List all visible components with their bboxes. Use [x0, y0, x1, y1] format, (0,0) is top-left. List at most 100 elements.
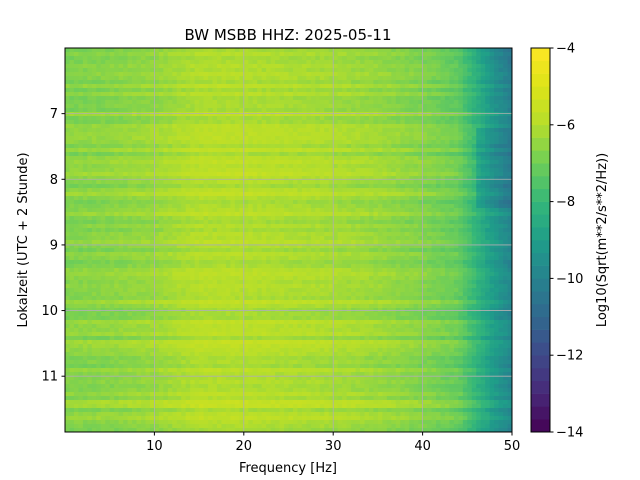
heatmap-cell	[355, 228, 361, 233]
heatmap-cell	[136, 156, 142, 161]
heatmap-cell	[440, 64, 446, 69]
heatmap-cell	[140, 212, 146, 217]
heatmap-cell	[225, 152, 231, 157]
heatmap-cell	[181, 172, 187, 177]
heatmap-cell	[284, 224, 289, 229]
heatmap-cell	[328, 188, 334, 193]
heatmap-cell	[507, 100, 512, 105]
heatmap-cell	[145, 156, 151, 161]
heatmap-cell	[306, 148, 312, 153]
heatmap-cell	[444, 160, 450, 165]
heatmap-cell	[167, 184, 173, 189]
heatmap-cell	[96, 60, 102, 65]
heatmap-cell	[315, 228, 321, 233]
heatmap-cell	[494, 56, 499, 61]
heatmap-cell	[239, 168, 245, 173]
heatmap-cell	[342, 100, 348, 105]
heatmap-cell	[485, 168, 491, 173]
heatmap-cell	[127, 176, 133, 181]
heatmap-cell	[306, 236, 312, 241]
heatmap-cell	[78, 164, 84, 169]
heatmap-cell	[270, 120, 276, 125]
heatmap-cell	[494, 108, 499, 113]
heatmap-cell	[306, 220, 312, 225]
heatmap-cell	[234, 120, 240, 125]
heatmap-cell	[279, 188, 285, 193]
heatmap-cell	[471, 68, 477, 73]
heatmap-cell	[351, 64, 356, 69]
heatmap-cell	[230, 60, 236, 65]
heatmap-cell	[480, 228, 486, 233]
heatmap-cell	[136, 240, 142, 245]
heatmap-cell	[471, 244, 477, 249]
heatmap-cell	[462, 92, 468, 97]
heatmap-cell	[458, 120, 464, 125]
heatmap-cell	[181, 180, 187, 185]
heatmap-cell	[275, 96, 280, 101]
heatmap-cell	[328, 220, 334, 225]
heatmap-cell	[154, 228, 160, 233]
heatmap-cell	[243, 120, 249, 125]
heatmap-cell	[337, 104, 343, 109]
heatmap-cell	[127, 148, 133, 153]
heatmap-cell	[413, 220, 419, 225]
heatmap-cell	[270, 208, 276, 213]
heatmap-cell	[462, 224, 468, 229]
heatmap-cell	[364, 236, 370, 241]
heatmap-cell	[82, 236, 88, 241]
heatmap-cell	[404, 204, 410, 209]
heatmap-cell	[96, 104, 102, 109]
heatmap-cell	[176, 176, 182, 181]
heatmap-cell	[114, 192, 120, 197]
heatmap-cell	[91, 196, 97, 201]
heatmap-cell	[422, 92, 428, 97]
heatmap-cell	[172, 240, 178, 245]
heatmap-cell	[333, 96, 339, 101]
heatmap-cell	[503, 132, 508, 137]
heatmap-cell	[105, 200, 111, 205]
heatmap-cell	[208, 72, 213, 77]
heatmap-cell	[154, 140, 160, 145]
heatmap-cell	[409, 60, 415, 65]
heatmap-cell	[494, 172, 499, 177]
heatmap-cell	[96, 236, 102, 241]
heatmap-cell	[199, 184, 204, 189]
heatmap-cell	[337, 144, 343, 149]
heatmap-cell	[373, 212, 379, 217]
heatmap-cell	[194, 236, 200, 241]
heatmap-cell	[172, 204, 178, 209]
heatmap-cell	[485, 68, 491, 73]
heatmap-cell	[181, 236, 187, 241]
heatmap-cell	[132, 212, 137, 217]
heatmap-cell	[190, 120, 196, 125]
heatmap-cell	[400, 68, 406, 73]
heatmap-cell	[185, 196, 191, 201]
heatmap-cell	[270, 192, 276, 197]
heatmap-cell	[275, 64, 280, 69]
heatmap-cell	[494, 60, 499, 65]
heatmap-cell	[494, 164, 499, 169]
heatmap-cell	[315, 196, 321, 201]
heatmap-cell	[449, 100, 455, 105]
heatmap-cell	[373, 184, 379, 189]
heatmap-cell	[225, 76, 231, 81]
heatmap-cell	[100, 52, 106, 57]
heatmap-cell	[163, 56, 169, 61]
heatmap-cell	[154, 236, 160, 241]
heatmap-cell	[346, 220, 352, 225]
heatmap-cell	[449, 124, 455, 129]
heatmap-cell	[181, 108, 187, 113]
heatmap-cell	[422, 132, 428, 137]
heatmap-cell	[458, 136, 464, 141]
heatmap-cell	[485, 124, 491, 129]
heatmap-cell	[395, 176, 401, 181]
heatmap-cell	[127, 180, 133, 185]
heatmap-cell	[181, 76, 187, 81]
heatmap-cell	[297, 104, 303, 109]
heatmap-cell	[377, 92, 383, 97]
heatmap-cell	[243, 144, 249, 149]
heatmap-cell	[69, 232, 75, 237]
heatmap-cell	[185, 148, 191, 153]
heatmap-cell	[252, 188, 258, 193]
heatmap-cell	[140, 84, 146, 89]
